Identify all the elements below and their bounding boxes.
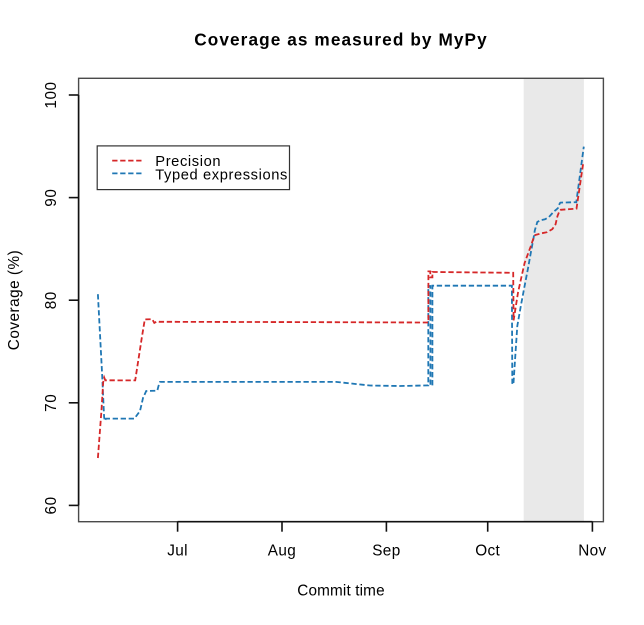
svg-text:Nov: Nov <box>578 542 606 559</box>
svg-text:Aug: Aug <box>268 542 296 559</box>
svg-text:Commit time: Commit time <box>297 583 385 600</box>
svg-text:90: 90 <box>43 188 60 206</box>
svg-text:100: 100 <box>43 81 60 108</box>
svg-text:70: 70 <box>43 394 60 412</box>
svg-text:Sep: Sep <box>372 542 400 559</box>
svg-text:Precision: Precision <box>155 154 221 170</box>
svg-text:Coverage (%): Coverage (%) <box>6 250 23 350</box>
svg-text:Coverage as measured by MyPy: Coverage as measured by MyPy <box>194 30 488 50</box>
svg-text:Oct: Oct <box>475 542 500 559</box>
svg-text:80: 80 <box>43 291 60 309</box>
svg-text:Jul: Jul <box>167 542 188 559</box>
svg-text:Typed expressions: Typed expressions <box>155 167 288 183</box>
svg-text:60: 60 <box>43 496 60 514</box>
